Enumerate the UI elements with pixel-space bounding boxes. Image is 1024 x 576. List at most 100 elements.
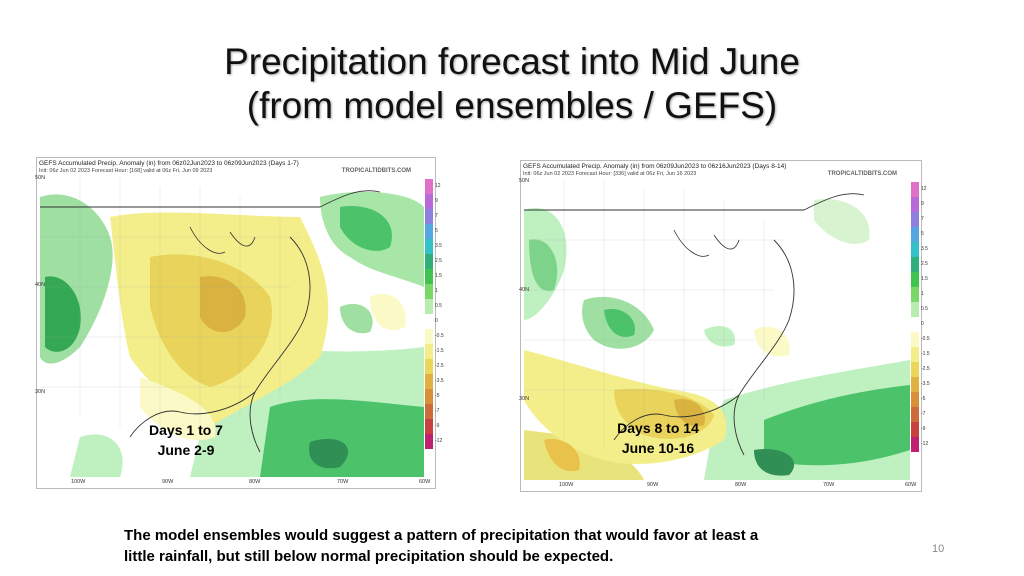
colorbar-segment <box>425 419 433 434</box>
colorbar-tick-label: -12 <box>435 438 443 444</box>
slide-caption: The model ensembles would suggest a patt… <box>124 525 844 567</box>
colorbar-segment <box>911 377 919 392</box>
colorbar: 12 9 7 5 3.5 2.5 1.5 1 0.5 0 -0.5 -1.5 -2.5 -3.5 -5 -7 -… <box>425 179 444 449</box>
colorbar-tick-label: -9 <box>435 423 440 429</box>
slide-title: Precipitation forecast into Mid June (fr… <box>0 40 1024 128</box>
colorbar-tick-label: -0.5 <box>921 336 930 342</box>
lon-label: 90W <box>647 482 659 488</box>
colorbar-tick-label: 3.5 <box>435 243 442 249</box>
colorbar-tick-label: -2.5 <box>921 366 930 372</box>
map-panel-days-1-7: GEFS Accumulated Precip. Anomaly (in) fr… <box>35 157 444 489</box>
colorbar-tick-label: 5 <box>435 228 438 234</box>
colorbar-segment <box>425 389 433 404</box>
period-days: Days 8 to 14 <box>617 420 699 436</box>
colorbar-segment <box>425 374 433 389</box>
caption-line-2: little rainfall, but still below normal … <box>124 548 614 565</box>
colorbar-tick-label: 7 <box>921 216 924 222</box>
colorbar-segment <box>911 272 919 287</box>
colorbar-segment <box>425 224 433 239</box>
colorbar-tick-label: 0.5 <box>921 306 928 312</box>
map-brand: TROPICALTIDBITS.COM <box>341 168 411 174</box>
colorbar-tick-label: 7 <box>435 213 438 219</box>
colorbar-segment <box>911 347 919 362</box>
lon-label: 70W <box>337 479 349 485</box>
colorbar-tick-label: 0 <box>435 318 438 324</box>
lon-label: 100W <box>71 479 86 485</box>
colorbar-tick-label: -5 <box>435 393 440 399</box>
colorbar-tick-label: 1.5 <box>921 276 928 282</box>
lon-label: 60W <box>905 482 917 488</box>
colorbar-segment <box>425 434 433 449</box>
period-dates: June 2-9 <box>157 442 215 458</box>
colorbar-tick-label: -9 <box>921 426 926 432</box>
colorbar-tick-label: -3.5 <box>921 381 930 387</box>
map-subheader: Init: 06z Jun 02 2023 Forecast Hour: [33… <box>523 171 697 177</box>
colorbar-segment <box>425 344 433 359</box>
colorbar-tick-label: 12 <box>435 183 441 189</box>
colorbar-segment <box>911 407 919 422</box>
colorbar-segment <box>911 302 919 317</box>
colorbar-segment <box>425 209 433 224</box>
colorbar-segment <box>911 227 919 242</box>
lat-label: 50N <box>35 175 46 181</box>
colorbar-segment <box>911 362 919 377</box>
colorbar-segment <box>911 287 919 302</box>
lat-label: 50N <box>519 178 530 184</box>
colorbar-segment <box>425 314 433 329</box>
colorbar-tick-label: 0.5 <box>435 303 442 309</box>
colorbar-tick-label: 5 <box>921 231 924 237</box>
colorbar-segment <box>425 239 433 254</box>
period-dates: June 10-16 <box>621 440 695 456</box>
lon-label: 100W <box>559 482 574 488</box>
colorbar-segment <box>425 269 433 284</box>
lon-label: 60W <box>419 479 431 485</box>
colorbar-tick-label: -12 <box>921 441 929 447</box>
precip-map-days-8-14 <box>524 180 910 480</box>
colorbar-segment <box>425 404 433 419</box>
colorbar-segment <box>425 329 433 344</box>
colorbar-tick-label: -7 <box>921 411 926 417</box>
colorbar-tick-label: 1 <box>921 291 924 297</box>
colorbar-segment <box>911 182 919 197</box>
colorbar-segment <box>911 332 919 347</box>
colorbar-segment <box>911 257 919 272</box>
lat-label: 40N <box>519 287 530 293</box>
colorbar-segment <box>911 392 919 407</box>
colorbar-segment <box>911 242 919 257</box>
colorbar-segment <box>911 422 919 437</box>
colorbar-tick-label: 12 <box>921 186 927 192</box>
colorbar-tick-label: -3.5 <box>435 378 444 384</box>
lat-label: 30N <box>519 396 530 402</box>
colorbar-tick-label: -7 <box>435 408 440 414</box>
colorbar-tick-label: 9 <box>921 201 924 207</box>
colorbar-segment <box>425 179 433 194</box>
colorbar-segment <box>425 254 433 269</box>
map-header: GEFS Accumulated Precip. Anomaly (in) fr… <box>523 163 787 170</box>
colorbar-tick-label: -2.5 <box>435 363 444 369</box>
colorbar-segment <box>911 437 919 452</box>
map-subheader: Init: 06z Jun 02 2023 Forecast Hour: [16… <box>39 168 213 174</box>
page-number: 10 <box>932 543 945 555</box>
colorbar-segment <box>911 197 919 212</box>
lon-label: 70W <box>823 482 835 488</box>
lat-label: 30N <box>35 389 46 395</box>
colorbar-segment <box>425 299 433 314</box>
colorbar-segment <box>911 317 919 332</box>
title-line-1: Precipitation forecast into Mid June <box>224 41 800 82</box>
colorbar-tick-label: 3.5 <box>921 246 928 252</box>
colorbar-tick-label: -1.5 <box>435 348 444 354</box>
colorbar-tick-label: 9 <box>435 198 438 204</box>
colorbar-segment <box>425 359 433 374</box>
colorbar-tick-label: 1.5 <box>435 273 442 279</box>
period-days: Days 1 to 7 <box>149 422 223 438</box>
colorbar-tick-label: -5 <box>921 396 926 402</box>
colorbar-segment <box>425 194 433 209</box>
map-period-label: Days 8 to 14 June 10-16 <box>593 418 723 458</box>
colorbar-tick-label: 0 <box>921 321 924 327</box>
lon-label: 80W <box>249 479 261 485</box>
lon-label: 80W <box>735 482 747 488</box>
precip-map-days-1-7 <box>40 177 424 477</box>
map-brand: TROPICALTIDBITS.COM <box>827 171 897 177</box>
title-line-2: (from model ensembles / GEFS) <box>246 85 778 126</box>
map-header: GEFS Accumulated Precip. Anomaly (in) fr… <box>39 160 299 167</box>
